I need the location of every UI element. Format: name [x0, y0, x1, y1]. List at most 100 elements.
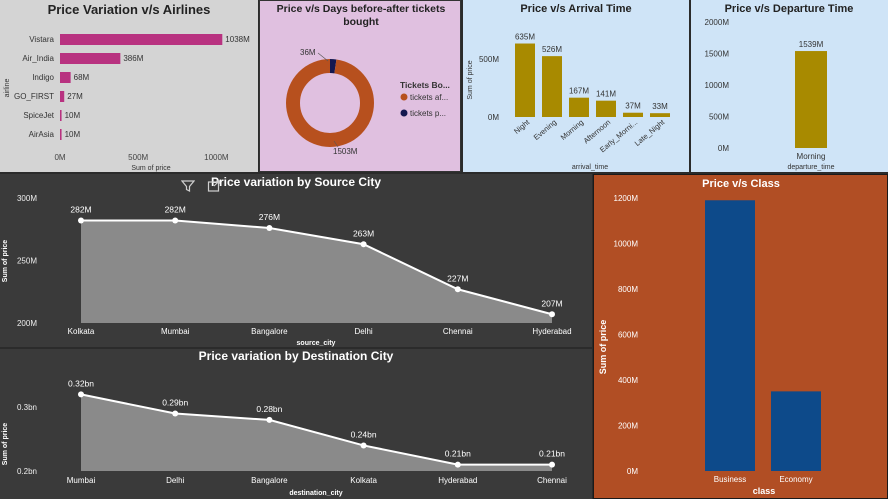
- tick-label: 0M: [54, 153, 65, 162]
- y-axis-label: Sum of price: [598, 320, 608, 375]
- legend-title: Tickets Bo...: [400, 80, 450, 90]
- data-point: [266, 416, 273, 423]
- y-axis-label: airline: [4, 79, 11, 98]
- panel-airlines: Price Variation v/s Airlines Vistara 1038M…: [0, 0, 258, 172]
- category-label: Mumbai: [161, 327, 190, 336]
- chart-title-line1: Price v/s Days before-after tickets: [277, 3, 446, 15]
- area-fill: [81, 220, 552, 323]
- category-label: Economy: [779, 475, 812, 484]
- focus-mode-icon[interactable]: [207, 180, 221, 193]
- data-point: [360, 442, 367, 449]
- category-label: Kolkata: [350, 476, 377, 485]
- leader-line: [317, 52, 329, 62]
- donut-slice: [286, 59, 374, 147]
- data-label: 141M: [596, 90, 616, 99]
- x-axis-label: departure_time: [787, 164, 834, 171]
- panel-days: Price v/s Days before-after tickets bough…: [259, 0, 461, 172]
- category-label: Chennai: [443, 327, 473, 336]
- x-axis-label: Sum of price: [131, 165, 170, 172]
- data-label: 167M: [569, 87, 589, 96]
- tick-label: 250M: [17, 257, 37, 266]
- legend-label: tickets p...: [410, 109, 446, 118]
- panel-arrival: Price v/s Arrival Time 0M 500M 635M Night 526…: [463, 0, 689, 172]
- tick-label: 1500M: [705, 50, 730, 59]
- category-label: Delhi: [354, 327, 372, 336]
- category-label: Delhi: [166, 476, 184, 485]
- tick-label: 600M: [618, 331, 638, 340]
- bar: [60, 110, 62, 121]
- category-label: Bangalore: [251, 327, 288, 336]
- panel-class: Price v/s Class 0M 200M 400M 600M 800M 1000M 12…: [593, 174, 888, 499]
- tick-label: 2000M: [705, 18, 730, 27]
- legend-marker: [400, 109, 408, 117]
- data-label: 276M: [259, 212, 280, 222]
- category-label: Hyderabad: [532, 327, 571, 336]
- y-axis-label: Sum of price: [2, 240, 9, 283]
- category-label: Hyderabad: [438, 476, 477, 485]
- category-label: Kolkata: [68, 327, 95, 336]
- tick-label: 0M: [718, 144, 729, 153]
- data-label: 1539M: [799, 40, 824, 49]
- x-axis-label: destination_city: [289, 490, 342, 497]
- area-fill: [81, 394, 552, 471]
- category-label: Late_Night: [633, 117, 667, 148]
- category-label: Evening: [532, 118, 559, 142]
- category-label: Night: [512, 117, 532, 136]
- category-label: Bangalore: [251, 476, 288, 485]
- tick-label: 400M: [618, 376, 638, 385]
- data-label: 0.21bn: [445, 449, 471, 459]
- data-label: 0.24bn: [351, 429, 377, 439]
- data-label: 68M: [74, 73, 90, 82]
- data-label: 0.29bn: [162, 398, 188, 408]
- data-label: 207M: [541, 298, 562, 308]
- data-label: 227M: [447, 273, 468, 283]
- panel-destination: Price variation by Destination City 0.2bn…: [0, 349, 592, 499]
- chart-source: Price variation by Source City 200M 250M 30…: [2, 175, 572, 347]
- tick-label: 1000M: [204, 153, 229, 162]
- data-point: [454, 461, 461, 468]
- data-label: 10M: [65, 130, 81, 139]
- bar: [60, 53, 121, 64]
- tick-label: 0M: [488, 113, 499, 122]
- tick-label: 300M: [17, 194, 37, 203]
- data-point: [78, 391, 84, 398]
- panel-source: Price variation by Source City 200M 250M 30…: [0, 174, 592, 347]
- category-label: Morning: [797, 152, 826, 161]
- bar: [705, 200, 755, 471]
- data-point: [549, 461, 555, 468]
- tick-label: 0M: [627, 467, 638, 476]
- x-axis-label: class: [753, 486, 776, 496]
- chart-title-line2: bought: [343, 16, 379, 28]
- bar: [569, 97, 589, 117]
- bar: [60, 129, 62, 140]
- tick-label: 0.3bn: [17, 403, 37, 412]
- data-point: [172, 217, 179, 224]
- data-label: 0.32bn: [68, 378, 94, 388]
- category-label: Air_India: [22, 54, 54, 63]
- data-point: [78, 217, 84, 224]
- data-label: 33M: [652, 102, 668, 111]
- tick-label: 500M: [479, 55, 499, 64]
- data-label: 386M: [123, 54, 143, 63]
- bar: [771, 391, 821, 471]
- bar: [650, 113, 670, 117]
- category-label: Mumbai: [67, 476, 96, 485]
- bar: [623, 112, 643, 117]
- category-label: Indigo: [32, 73, 54, 82]
- data-point: [549, 311, 555, 318]
- chart-title: Price v/s Departure Time: [725, 3, 854, 15]
- category-label: Chennai: [537, 476, 567, 485]
- chart-arrival: Price v/s Arrival Time 0M 500M 635M Night 526…: [467, 3, 670, 171]
- data-label: 282M: [165, 205, 186, 215]
- filter-icon[interactable]: [180, 179, 196, 193]
- data-label: 1503M: [333, 147, 358, 156]
- chart-destination: Price variation by Destination City 0.2bn…: [2, 349, 567, 497]
- chart-title: Price variation by Destination City: [199, 349, 394, 363]
- chart-airlines: Price Variation v/s Airlines Vistara 1038M…: [4, 2, 250, 172]
- tick-label: 500M: [709, 113, 729, 122]
- category-label: GO_FIRST: [14, 92, 54, 101]
- bar: [596, 100, 616, 117]
- chart-title: Price Variation v/s Airlines: [48, 2, 211, 17]
- bar: [60, 34, 223, 45]
- data-point: [172, 410, 179, 417]
